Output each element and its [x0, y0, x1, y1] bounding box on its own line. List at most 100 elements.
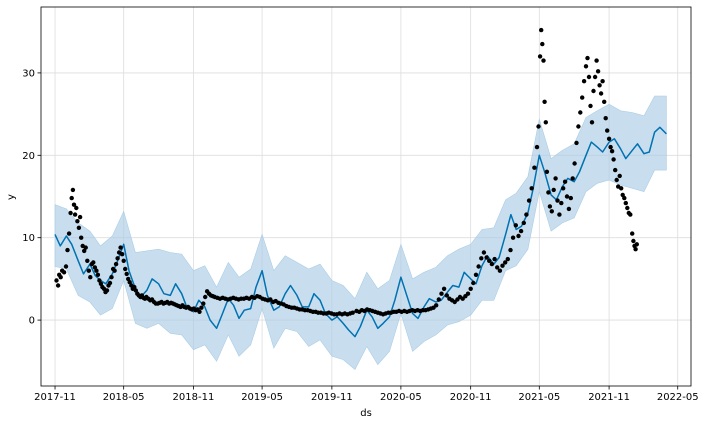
x-tick-label: 2021-05: [518, 392, 560, 403]
observed-point: [94, 268, 99, 273]
observed-point: [543, 120, 548, 125]
x-tick-label: 2020-11: [450, 392, 492, 403]
observed-point: [540, 41, 545, 47]
observed-point: [88, 275, 93, 280]
observed-point: [63, 264, 69, 269]
x-tick-label: 2019-11: [311, 392, 353, 403]
x-tick-label: 2018-11: [173, 392, 215, 403]
observed-point: [83, 245, 88, 250]
observed-point: [611, 157, 616, 162]
observed-point: [521, 220, 526, 226]
observed-point: [562, 179, 568, 184]
observed-point: [561, 186, 566, 191]
observed-point: [487, 258, 492, 263]
observed-point: [85, 258, 90, 263]
observed-point: [619, 186, 624, 191]
observed-point: [564, 194, 570, 199]
observed-point: [555, 198, 560, 203]
observed-point: [79, 235, 84, 240]
observed-point: [109, 275, 114, 280]
observed-point: [568, 195, 573, 201]
observed-point: [82, 248, 87, 254]
x-tick-label: 2017-11: [34, 392, 76, 403]
observed-point: [503, 260, 508, 265]
observed-point: [592, 74, 598, 80]
observed-point: [586, 74, 592, 80]
observed-point: [123, 266, 128, 272]
observed-point: [631, 238, 636, 244]
observed-point: [580, 95, 585, 100]
observed-point: [572, 161, 577, 166]
observed-point: [75, 219, 80, 224]
uncertainty-band: [54, 95, 667, 370]
observed-point: [201, 301, 206, 306]
observed-point: [350, 310, 355, 315]
observed-point: [578, 110, 583, 115]
observed-point: [61, 270, 67, 275]
observed-point: [594, 58, 599, 63]
observed-point: [115, 256, 120, 261]
observed-point: [625, 205, 630, 211]
observed-point: [524, 212, 529, 217]
observed-point: [495, 265, 500, 270]
observed-point: [570, 176, 575, 181]
observed-point: [589, 120, 595, 125]
observed-point: [132, 284, 137, 290]
observed-point: [436, 297, 441, 302]
observed-point: [541, 58, 546, 63]
observed-point: [557, 212, 562, 217]
observed-point: [622, 195, 627, 201]
observed-point: [479, 256, 484, 261]
observed-point: [633, 247, 638, 252]
x-axis-label: ds: [360, 408, 372, 419]
observed-point: [588, 103, 593, 109]
observed-point: [471, 280, 476, 286]
observed-point: [133, 288, 138, 293]
observed-point: [553, 176, 558, 181]
observed-point: [613, 167, 618, 173]
x-axis-ticks: 2017-11 2018-05 2018-11 2019-05 2019-11 2020-…: [34, 386, 699, 403]
observed-point: [500, 263, 505, 268]
observed-point: [549, 209, 554, 214]
observed-point: [510, 235, 516, 240]
observed-point: [547, 204, 553, 209]
observed-point: [546, 190, 551, 195]
observed-point: [606, 136, 612, 141]
observed-point: [97, 278, 102, 283]
observed-point: [542, 99, 547, 105]
x-tick-label: 2018-05: [103, 392, 145, 403]
observed-point: [121, 258, 126, 263]
x-tick-label: 2020-05: [380, 392, 422, 403]
y-axis-ticks: 0 10 20 30: [22, 68, 41, 327]
observed-point: [76, 225, 82, 230]
observed-point: [630, 231, 635, 236]
observed-point: [532, 165, 537, 170]
observed-point: [513, 223, 518, 228]
observed-point: [628, 212, 633, 217]
observed-point: [54, 278, 59, 283]
uncertainty-band-group: [54, 95, 667, 370]
observed-point: [605, 128, 610, 133]
observed-point: [66, 231, 72, 236]
observed-point: [434, 303, 439, 308]
observed-point: [492, 256, 497, 262]
observed-point: [566, 206, 572, 212]
observed-point: [104, 288, 110, 293]
observed-point: [534, 144, 540, 150]
plot-frame: [40, 6, 692, 387]
y-tick-label: 30: [22, 68, 35, 79]
observed-point: [86, 268, 92, 273]
observed-point: [536, 124, 541, 129]
observed-point: [576, 124, 581, 129]
observed-point: [439, 291, 444, 296]
observed-point: [92, 265, 98, 270]
observed-point: [70, 187, 76, 193]
observed-point: [609, 149, 615, 154]
observed-point: [441, 286, 447, 291]
observed-point: [595, 69, 601, 74]
observed-point: [600, 79, 605, 84]
observed-point: [508, 247, 513, 253]
observed-point: [617, 173, 622, 179]
observed-point: [574, 140, 579, 146]
observed-point: [602, 99, 607, 105]
